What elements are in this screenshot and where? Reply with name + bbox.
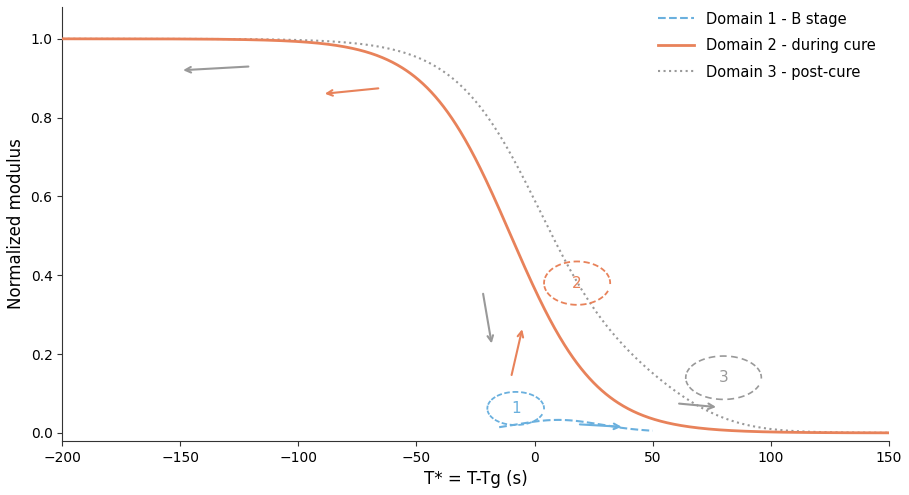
Text: 2: 2	[573, 276, 582, 291]
Domain 2 - during cure	[884, 430, 894, 436]
Domain 2 - during cure	[391, 61, 402, 67]
Domain 2 - during cure	[624, 407, 635, 413]
Domain 3 - post-cure	[141, 36, 152, 42]
Domain 2 - during cure	[56, 36, 67, 42]
Domain 2 - during cure	[716, 427, 727, 433]
Domain 1 - B stage	[585, 420, 596, 426]
Domain 1 - B stage	[624, 426, 634, 432]
Domain 3 - post-cure	[702, 407, 713, 413]
Domain 3 - post-cure	[56, 36, 67, 42]
Domain 2 - during cure	[141, 36, 152, 42]
Line: Domain 1 - B stage: Domain 1 - B stage	[499, 420, 653, 431]
Domain 3 - post-cure	[716, 414, 727, 420]
Text: 1: 1	[511, 401, 521, 416]
Text: 3: 3	[719, 370, 728, 385]
Domain 3 - post-cure	[884, 430, 894, 436]
Domain 2 - during cure	[702, 426, 713, 432]
Domain 1 - B stage	[647, 428, 658, 434]
Domain 3 - post-cure	[624, 349, 635, 355]
Line: Domain 2 - during cure: Domain 2 - during cure	[62, 39, 889, 433]
Domain 1 - B stage	[494, 424, 505, 430]
Domain 1 - B stage	[634, 427, 644, 433]
Line: Domain 3 - post-cure: Domain 3 - post-cure	[62, 39, 889, 433]
Y-axis label: Normalized modulus: Normalized modulus	[7, 139, 25, 309]
Domain 1 - B stage	[553, 417, 564, 423]
Domain 1 - B stage	[588, 420, 599, 426]
X-axis label: T* = T-Tg (s): T* = T-Tg (s)	[424, 470, 527, 488]
Domain 3 - post-cure	[391, 48, 402, 53]
Domain 1 - B stage	[494, 424, 504, 430]
Domain 2 - during cure	[421, 84, 432, 90]
Domain 1 - B stage	[585, 420, 596, 426]
Legend: Domain 1 - B stage, Domain 2 - during cure, Domain 3 - post-cure: Domain 1 - B stage, Domain 2 - during cu…	[652, 6, 882, 86]
Domain 3 - post-cure	[421, 58, 432, 64]
